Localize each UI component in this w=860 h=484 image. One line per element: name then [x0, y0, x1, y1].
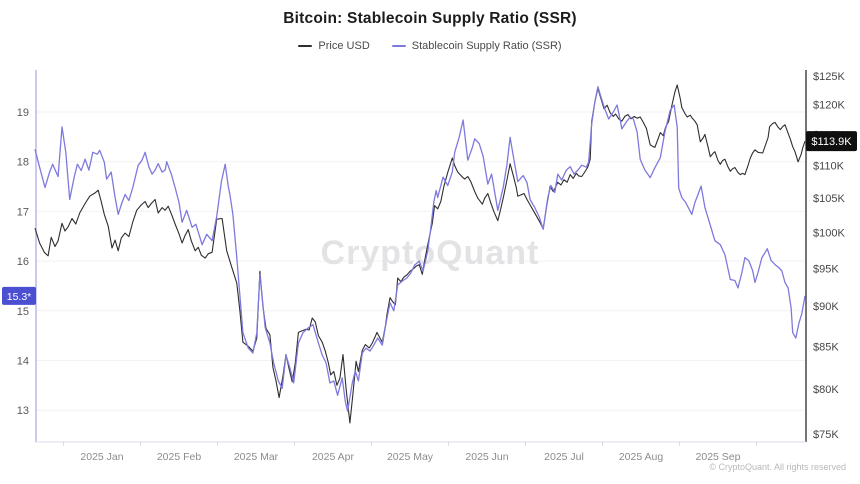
right-axis-tick-label: $100K	[813, 227, 845, 239]
right-axis-tick-label: $90K	[813, 301, 839, 313]
x-axis-label: 2025 Aug	[619, 451, 664, 463]
x-axis-label: 2025 Apr	[312, 451, 355, 463]
right-axis-tick-label: $120K	[813, 100, 845, 112]
right-axis-tick-label: $125K	[813, 71, 845, 83]
left-axis-tick-label: 14	[17, 356, 29, 368]
right-axis-tick-label: $85K	[813, 341, 839, 353]
legend-label-ssr: Stablecoin Supply Ratio (SSR)	[411, 40, 562, 52]
chart-title: Bitcoin: Stablecoin Supply Ratio (SSR)	[283, 10, 577, 27]
watermark: CryptoQuant	[321, 234, 540, 272]
right-axis-tick-label: $75K	[813, 429, 839, 441]
x-axis-label: 2025 Jan	[80, 451, 123, 463]
left-axis-tick-label: 18	[17, 157, 29, 169]
x-axis-label: 2025 Mar	[234, 451, 279, 463]
legend-item-ssr[interactable]: Stablecoin Supply Ratio (SSR)	[391, 40, 562, 52]
left-axis-tick-label: 16	[17, 256, 29, 268]
ssr-line-swatch-icon	[391, 45, 406, 47]
left-axis-tick-label: 15	[17, 306, 29, 318]
right-axis-tick-label: $95K	[813, 263, 839, 275]
legend: Price USD Stablecoin Supply Ratio (SSR)	[0, 40, 860, 52]
legend-item-price[interactable]: Price USD	[298, 40, 370, 52]
left-axis-tick-label: 19	[17, 107, 29, 119]
x-axis-label: 2025 Jul	[544, 451, 584, 463]
x-axis-label: 2025 Jun	[465, 451, 508, 463]
right-axis-tick-label: $110K	[813, 161, 845, 173]
ssr-line	[34, 86, 806, 412]
right-axis-tick-label: $105K	[813, 193, 845, 205]
price-last-badge-label: $113.9K	[811, 136, 852, 148]
copyright-footer: © CryptoQuant. All rights reserved	[709, 462, 846, 472]
ssr-last-badge-label: 15.3*	[7, 291, 32, 303]
right-axis-tick-label: $80K	[813, 384, 839, 396]
price-last-badge	[806, 131, 857, 152]
legend-label-price: Price USD	[318, 40, 370, 52]
x-axis-label: 2025 Feb	[157, 451, 202, 463]
left-axis-tick-label: 13	[17, 405, 29, 417]
price-line-swatch-icon	[298, 45, 313, 47]
ssr-last-badge	[2, 286, 36, 305]
left-axis-tick-label: 17	[17, 206, 29, 218]
x-axis-label: 2025 May	[387, 451, 434, 463]
x-axis-label: 2025 Sep	[696, 451, 741, 463]
